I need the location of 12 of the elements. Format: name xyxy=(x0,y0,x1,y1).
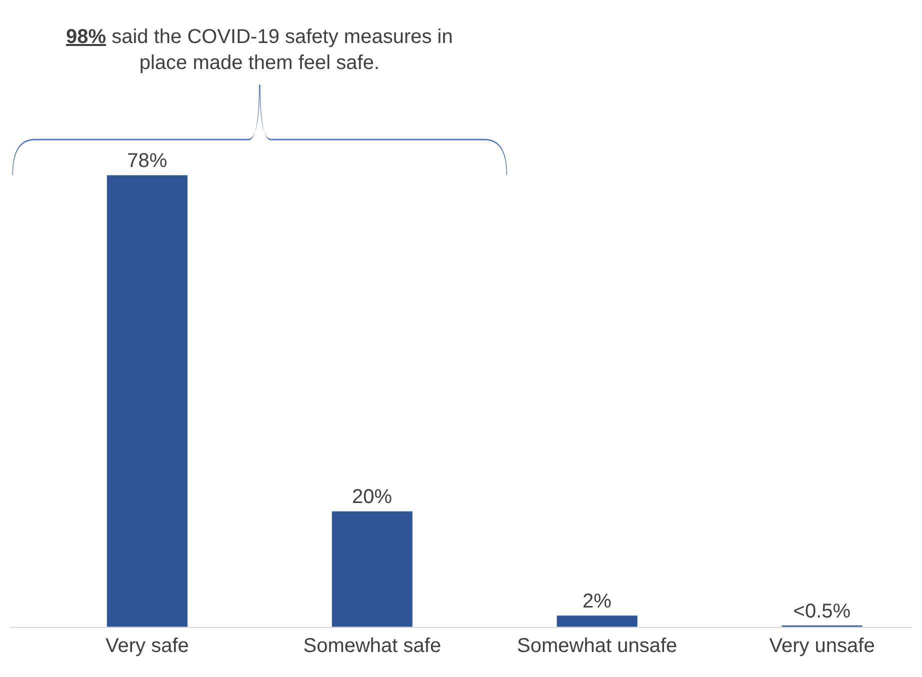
bar xyxy=(331,510,413,627)
data-label: <0.5% xyxy=(793,600,851,622)
text: 98% said the COVID-19 safety measures in place made them feel safe. xyxy=(66,26,453,74)
x-tick-label: Somewhat safe xyxy=(303,635,442,657)
bar xyxy=(106,175,188,627)
bar xyxy=(556,615,638,627)
x-tick-label: Very unsafe xyxy=(769,635,875,657)
x-tick-label: Somewhat unsafe xyxy=(517,635,678,657)
x-tick-label: Very safe xyxy=(106,635,189,657)
data-label: 78% xyxy=(127,150,168,172)
data-label: 2% xyxy=(582,590,612,612)
data-label: 20% xyxy=(352,486,392,508)
